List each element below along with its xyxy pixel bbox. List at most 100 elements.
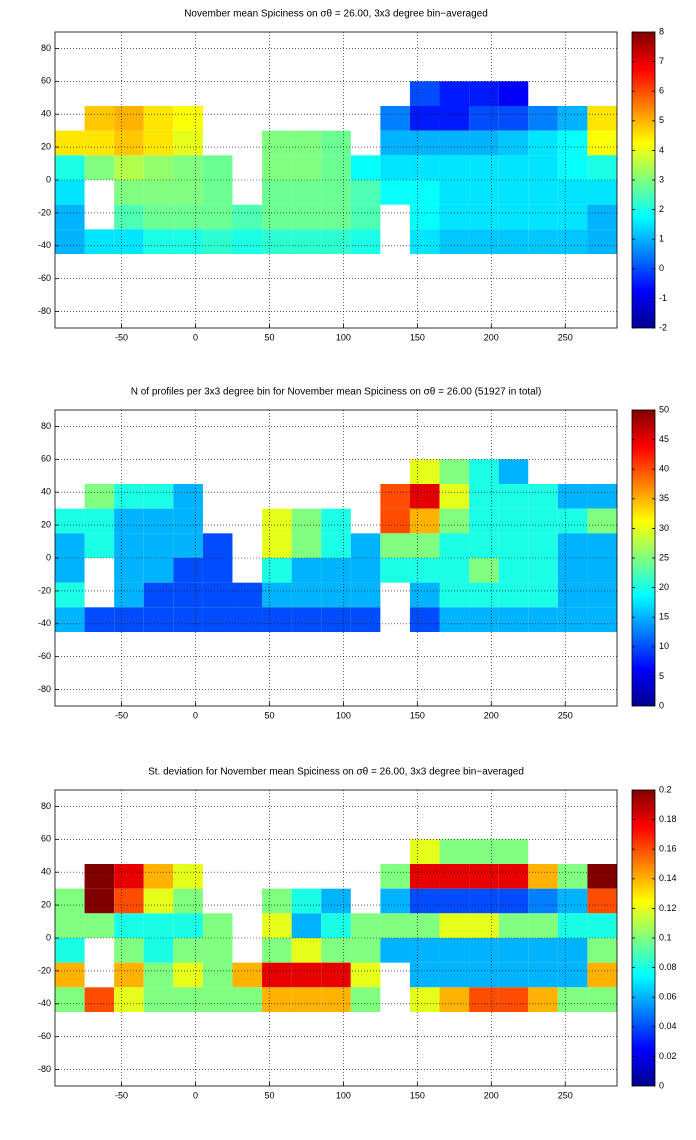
heat-cell [409, 204, 440, 230]
heat-cell [321, 888, 351, 914]
heat-cell [321, 204, 351, 230]
heat-cell [173, 106, 203, 131]
heat-cell [380, 938, 410, 963]
heat-cell [114, 582, 144, 608]
heat-cell [291, 155, 322, 180]
heat-cell [173, 888, 203, 914]
heat-cell [528, 508, 558, 534]
heat-cell [232, 204, 263, 230]
heat-cell [143, 155, 174, 180]
heat-cell [409, 130, 440, 156]
heat-cell [262, 130, 292, 156]
heat-cell [173, 130, 203, 156]
y-tick-label: 20 [41, 519, 51, 529]
heat-cell [84, 888, 115, 914]
heat-cell [202, 913, 233, 938]
heat-cell [587, 864, 617, 889]
heat-cell [498, 533, 529, 558]
y-tick-label: -20 [38, 965, 51, 975]
heat-cell [114, 229, 144, 254]
heat-cell [173, 864, 203, 889]
heat-cell [321, 558, 351, 583]
heat-cell [380, 558, 410, 583]
y-tick-label: -80 [38, 684, 51, 694]
heat-cell [55, 229, 85, 254]
x-tick-label: 200 [484, 1090, 499, 1100]
heat-cell [380, 484, 410, 509]
colorbar-tick-label: 3 [659, 174, 664, 184]
chart-title: St. deviation for November mean Spicines… [148, 767, 524, 778]
heat-cell [202, 180, 233, 205]
y-tick-label: 60 [41, 834, 51, 844]
heat-cell [557, 938, 588, 963]
colorbar [631, 789, 656, 1087]
heat-cell [498, 913, 529, 938]
heat-cell [439, 558, 470, 583]
heat-cell [587, 180, 617, 205]
heat-cell [409, 508, 440, 534]
heat-cell [321, 607, 351, 632]
heat-cell [321, 508, 351, 534]
heat-cell [469, 533, 499, 558]
colorbar-tick-label: 6 [659, 86, 664, 96]
heat-cell [380, 888, 410, 914]
heat-cell [262, 155, 292, 180]
heat-cell [84, 607, 115, 632]
heat-cell [439, 180, 470, 205]
x-tick-label: 100 [336, 332, 351, 342]
heat-cell [262, 533, 292, 558]
heat-cell [114, 130, 144, 156]
heat-cell [557, 204, 588, 230]
heat-cell [114, 180, 144, 205]
colorbar-tick-label: 0.04 [659, 1021, 677, 1031]
heat-cell [173, 155, 203, 180]
colorbar-tick-label: 0.02 [659, 1051, 677, 1061]
y-tick-label: 20 [41, 141, 51, 151]
heat-cell [84, 484, 115, 509]
colorbar-tick-label: 5 [659, 671, 664, 681]
colorbar-tick-label: 0.08 [659, 962, 677, 972]
heat-cell [262, 913, 292, 938]
heat-cell [291, 913, 322, 938]
heat-cell [409, 987, 440, 1012]
axes-frame [54, 31, 618, 329]
heat-cell [498, 81, 529, 106]
axes-frame [54, 789, 618, 1087]
heat-cell [55, 130, 85, 156]
heat-cell [498, 864, 529, 889]
heat-cell [350, 987, 381, 1012]
heat-cell [557, 864, 588, 889]
heat-cell [587, 155, 617, 180]
heat-cell [409, 459, 440, 484]
heat-cell [55, 888, 85, 914]
heat-cell [469, 130, 499, 156]
x-tick-label: 250 [558, 710, 573, 720]
heat-cell [350, 558, 381, 583]
heat-cell [469, 938, 499, 963]
colorbar [631, 31, 656, 329]
heat-cell [262, 204, 292, 230]
heat-cell [262, 558, 292, 583]
heat-cell [143, 888, 174, 914]
heat-cell [469, 582, 499, 608]
x-tick-label: 250 [558, 1090, 573, 1100]
heat-cell [498, 508, 529, 534]
heat-cell [321, 155, 351, 180]
y-tick-label: 40 [41, 109, 51, 119]
colorbar-tick-label: 10 [659, 641, 669, 651]
heat-cell [84, 987, 115, 1012]
heat-cell [439, 81, 470, 106]
heat-cell [321, 913, 351, 938]
heat-cell [380, 130, 410, 156]
heat-cell [114, 484, 144, 509]
heat-cell [321, 180, 351, 205]
heat-cell [439, 839, 470, 864]
heat-cell [380, 508, 410, 534]
heat-cell [114, 204, 144, 230]
heat-cell [587, 913, 617, 938]
heat-cell [557, 888, 588, 914]
heat-cell [380, 913, 410, 938]
heat-cell [409, 558, 440, 583]
heat-cell [528, 204, 558, 230]
heat-cell [498, 938, 529, 963]
